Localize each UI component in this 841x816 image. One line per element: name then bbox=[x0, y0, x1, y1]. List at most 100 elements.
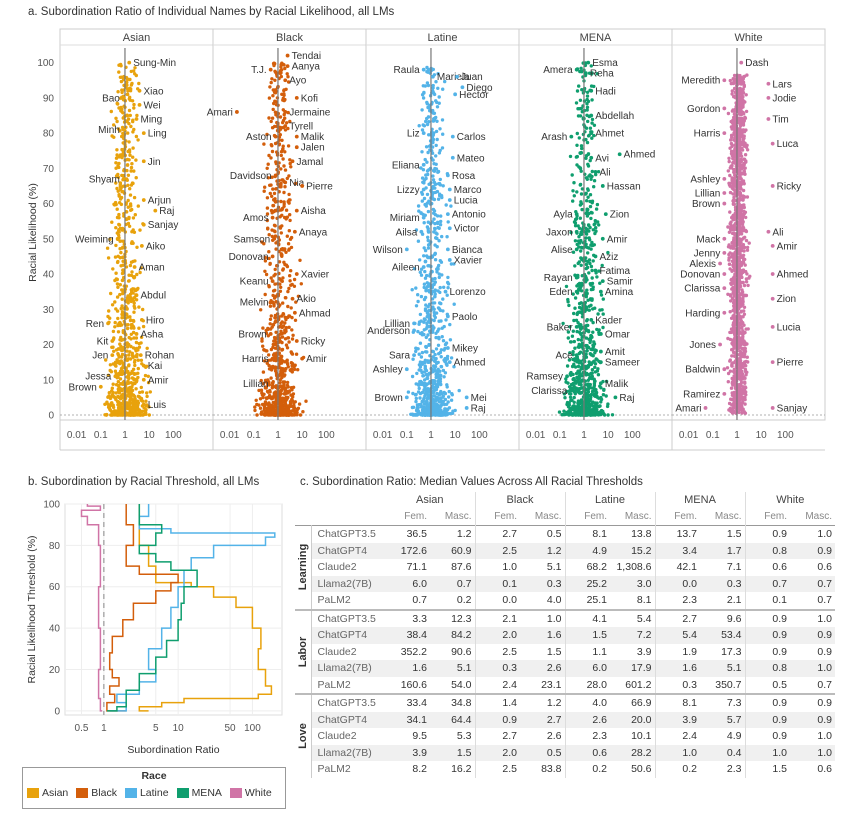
data-point bbox=[130, 388, 135, 393]
data-point bbox=[115, 186, 119, 191]
data-point bbox=[119, 344, 123, 349]
data-point bbox=[441, 309, 445, 313]
data-point bbox=[114, 161, 118, 165]
point-label: Ming bbox=[141, 115, 163, 126]
point-label: Ali bbox=[600, 167, 611, 178]
data-point bbox=[446, 280, 450, 285]
data-point bbox=[133, 213, 137, 217]
data-point bbox=[433, 364, 438, 369]
data-point bbox=[435, 371, 440, 376]
data-point bbox=[593, 394, 597, 398]
data-point bbox=[446, 220, 450, 224]
point-label: Diego bbox=[466, 83, 493, 94]
data-point bbox=[588, 397, 593, 401]
data-point bbox=[289, 245, 294, 250]
data-point bbox=[128, 95, 132, 100]
data-point bbox=[432, 162, 436, 166]
data-point bbox=[114, 116, 118, 121]
data-point bbox=[106, 373, 111, 377]
labeled-point bbox=[141, 402, 146, 407]
labeled-point bbox=[285, 53, 290, 58]
data-point bbox=[728, 190, 733, 195]
data-point bbox=[285, 72, 289, 76]
point-label: Eliana bbox=[392, 160, 420, 171]
data-point bbox=[282, 92, 286, 96]
data-point bbox=[290, 337, 295, 341]
data-point bbox=[127, 148, 132, 152]
data-point bbox=[128, 263, 133, 268]
data-point bbox=[269, 347, 274, 352]
labeled-point bbox=[569, 134, 574, 139]
point-label: Keanu bbox=[240, 277, 269, 288]
data-point bbox=[597, 269, 601, 273]
data-point bbox=[271, 322, 276, 327]
x-tick-label: 10 bbox=[450, 430, 462, 441]
data-point bbox=[423, 382, 427, 386]
data-point bbox=[452, 365, 456, 369]
labeled-point bbox=[270, 279, 275, 283]
data-point bbox=[433, 227, 437, 231]
labeled-point bbox=[141, 377, 146, 382]
data-point bbox=[572, 318, 576, 323]
data-point bbox=[274, 319, 278, 323]
data-point bbox=[259, 388, 264, 392]
data-point bbox=[272, 191, 277, 196]
data-point bbox=[132, 301, 136, 305]
data-point bbox=[577, 136, 581, 140]
data-point bbox=[266, 378, 270, 382]
data-point bbox=[434, 80, 438, 84]
data-point bbox=[266, 162, 270, 166]
data-point bbox=[110, 303, 115, 307]
data-point bbox=[133, 259, 137, 263]
data-point bbox=[419, 294, 424, 299]
data-point bbox=[423, 307, 428, 311]
data-point bbox=[119, 322, 123, 326]
data-point bbox=[134, 336, 139, 340]
data-point bbox=[271, 187, 275, 191]
data-point bbox=[433, 412, 437, 416]
data-point bbox=[117, 193, 121, 197]
data-point bbox=[744, 280, 749, 284]
labeled-point bbox=[447, 360, 452, 365]
data-point bbox=[415, 407, 419, 411]
data-point bbox=[126, 183, 130, 187]
data-point bbox=[116, 189, 120, 193]
data-point bbox=[279, 354, 283, 358]
data-point bbox=[431, 283, 435, 287]
point-label: Alise bbox=[551, 245, 573, 256]
data-point bbox=[601, 393, 606, 397]
data-point bbox=[287, 248, 291, 252]
y-tick-label: 60 bbox=[43, 199, 55, 210]
data-point bbox=[586, 378, 590, 382]
data-point bbox=[578, 69, 582, 74]
data-point bbox=[422, 196, 427, 201]
data-point bbox=[279, 167, 283, 171]
data-point bbox=[132, 275, 136, 279]
point-label: Clarissa bbox=[531, 386, 568, 397]
data-point bbox=[424, 327, 428, 331]
data-point bbox=[561, 321, 565, 326]
data-point bbox=[131, 155, 135, 159]
data-point bbox=[278, 324, 282, 329]
data-point bbox=[260, 339, 264, 343]
data-point bbox=[418, 341, 423, 345]
data-point bbox=[437, 319, 441, 323]
data-point bbox=[262, 348, 267, 352]
data-point bbox=[605, 404, 610, 409]
data-point bbox=[131, 382, 135, 386]
data-point bbox=[126, 198, 130, 203]
data-point bbox=[436, 86, 440, 91]
data-point bbox=[439, 389, 443, 394]
data-point bbox=[434, 236, 438, 240]
data-point bbox=[424, 145, 429, 149]
data-point bbox=[139, 335, 144, 339]
data-point bbox=[289, 369, 293, 373]
data-point bbox=[426, 246, 431, 250]
data-point bbox=[261, 344, 265, 348]
data-point bbox=[137, 395, 141, 399]
data-point bbox=[121, 116, 126, 120]
data-point bbox=[287, 413, 291, 417]
data-point bbox=[431, 324, 435, 328]
data-point bbox=[129, 124, 133, 129]
data-point bbox=[586, 382, 590, 386]
